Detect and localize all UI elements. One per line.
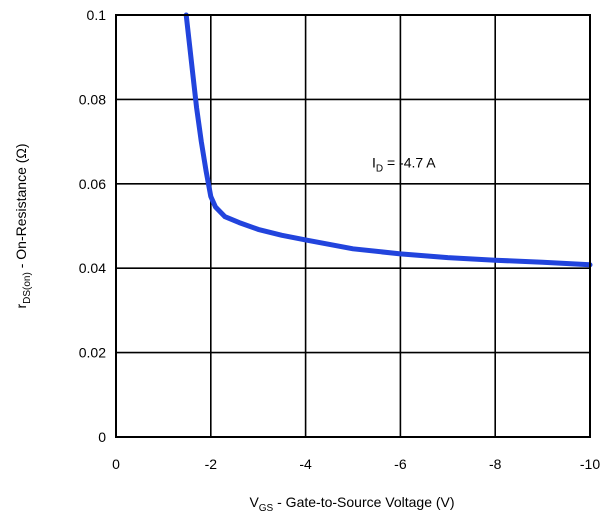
y-tick-label: 0.02: [79, 345, 106, 361]
x-axis-label-main: V: [249, 494, 259, 510]
y-axis-label-main: r: [13, 304, 29, 309]
x-tick-label: -6: [394, 456, 407, 472]
series-line: [183, 12, 593, 268]
drain-current-annotation: ID = -4.7 A: [372, 155, 436, 175]
annotation-sub: D: [376, 164, 383, 175]
plot-frame: [115, 14, 591, 438]
y-tick-label: 0: [98, 429, 106, 445]
x-tick-label: -8: [489, 456, 502, 472]
y-tick-label: 0.1: [87, 7, 107, 23]
x-axis-label: VGS - Gate-to-Source Voltage (V): [249, 494, 454, 514]
x-tick-label: 0: [112, 456, 120, 472]
y-tick-label: 0.04: [79, 260, 106, 276]
x-axis-label-sub: GS: [259, 503, 274, 514]
y-axis-label-rest: - On-Resistance (Ω): [13, 143, 29, 272]
grid: [115, 14, 591, 438]
series-layer: [183, 12, 593, 268]
annotation-main: I: [372, 155, 376, 171]
x-tick-label: -2: [205, 456, 218, 472]
x-tick-label: -10: [580, 456, 600, 472]
annotation-rest: = -4.7 A: [383, 155, 436, 171]
x-tick-labels: 0 -2 -4 -6 -8 -10: [112, 456, 600, 472]
x-tick-label: -4: [299, 456, 312, 472]
y-axis-label: rDS(on) - On-Resistance (Ω): [13, 143, 33, 308]
y-tick-labels: 0 0.02 0.04 0.06 0.08 0.1: [79, 7, 106, 445]
y-axis-label-sub: DS(on): [22, 272, 33, 304]
y-tick-label: 0.08: [79, 91, 106, 107]
x-axis-label-rest: - Gate-to-Source Voltage (V): [273, 494, 454, 510]
y-tick-label: 0.06: [79, 176, 106, 192]
